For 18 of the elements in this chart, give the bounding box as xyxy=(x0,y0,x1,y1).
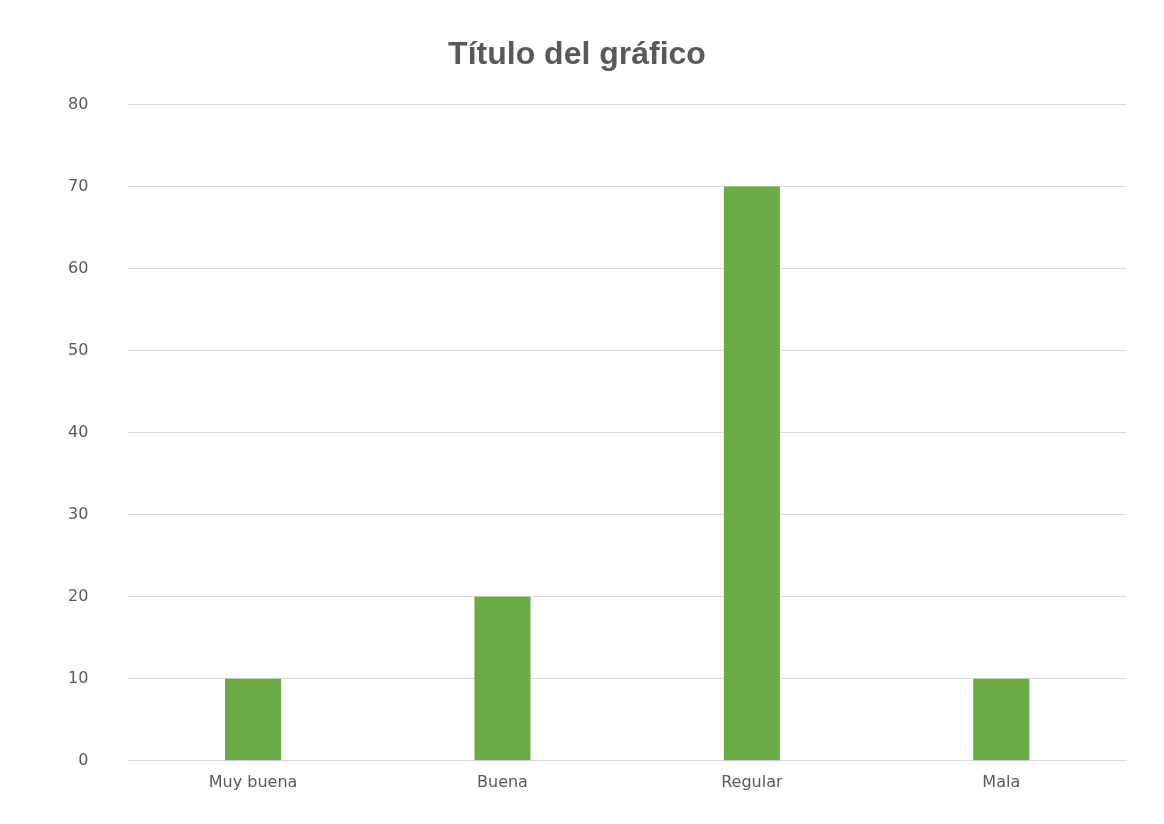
bar xyxy=(723,186,780,761)
y-tick-label: 70 xyxy=(68,175,89,195)
y-tick-label: 40 xyxy=(68,421,89,441)
y-tick-label: 50 xyxy=(68,339,89,359)
bar xyxy=(474,596,531,761)
y-tick-label: 10 xyxy=(68,667,89,687)
x-tick-label: Regular xyxy=(721,771,783,791)
chart-title: Título del gráfico xyxy=(448,35,706,72)
y-tick-label: 60 xyxy=(68,257,89,277)
x-tick-label: Buena xyxy=(477,771,528,791)
y-tick-label: 0 xyxy=(78,749,89,769)
y-tick-label: 20 xyxy=(68,585,89,605)
bar xyxy=(973,678,1030,761)
bar xyxy=(225,678,282,761)
y-tick-label: 80 xyxy=(68,93,89,113)
x-tick-label: Mala xyxy=(982,771,1021,791)
x-tick-label: Muy buena xyxy=(208,771,298,791)
y-tick-label: 30 xyxy=(68,503,89,523)
